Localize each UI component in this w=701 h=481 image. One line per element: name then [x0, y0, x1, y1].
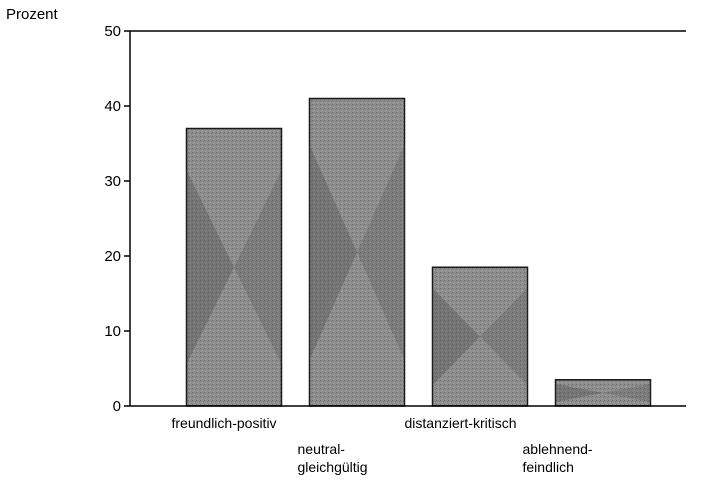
bar-3	[431, 266, 529, 407]
category-label-4-line-1: ablehnend-	[523, 441, 593, 457]
category-label-2-line-2: gleichgültig	[298, 459, 368, 475]
bar-shade-3	[432, 288, 480, 386]
plot-area: 0 10 20 30 40 50 freundlich-positiv neutral-gle…	[104, 23, 686, 475]
bar-2	[308, 97, 406, 407]
category-label-2-line-1: neutral-	[298, 441, 346, 457]
bar-shade-1	[186, 170, 234, 365]
y-tick-label-40: 40	[104, 98, 121, 115]
y-axis-title: Prozent	[6, 6, 59, 23]
category-label-3-line-1: distanziert-kritisch	[405, 415, 517, 431]
y-tick-label-50: 50	[104, 23, 121, 40]
bar-shade-right-2	[357, 144, 405, 360]
bar-shade-right-4	[603, 383, 651, 403]
y-tick-label-30: 30	[104, 173, 121, 190]
y-tick-label-10: 10	[104, 323, 121, 340]
bar-shade-2	[309, 144, 357, 360]
y-tick-label-0: 0	[113, 398, 121, 415]
bar-shade-4	[555, 383, 603, 403]
category-label-4-line-2: feindlich	[523, 459, 574, 475]
category-label-1-line-1: freundlich-positiv	[172, 415, 277, 431]
bar-1	[185, 127, 283, 407]
bar-shade-right-3	[480, 288, 528, 386]
y-tick-label-20: 20	[104, 248, 121, 265]
bar-shade-right-1	[234, 170, 282, 365]
